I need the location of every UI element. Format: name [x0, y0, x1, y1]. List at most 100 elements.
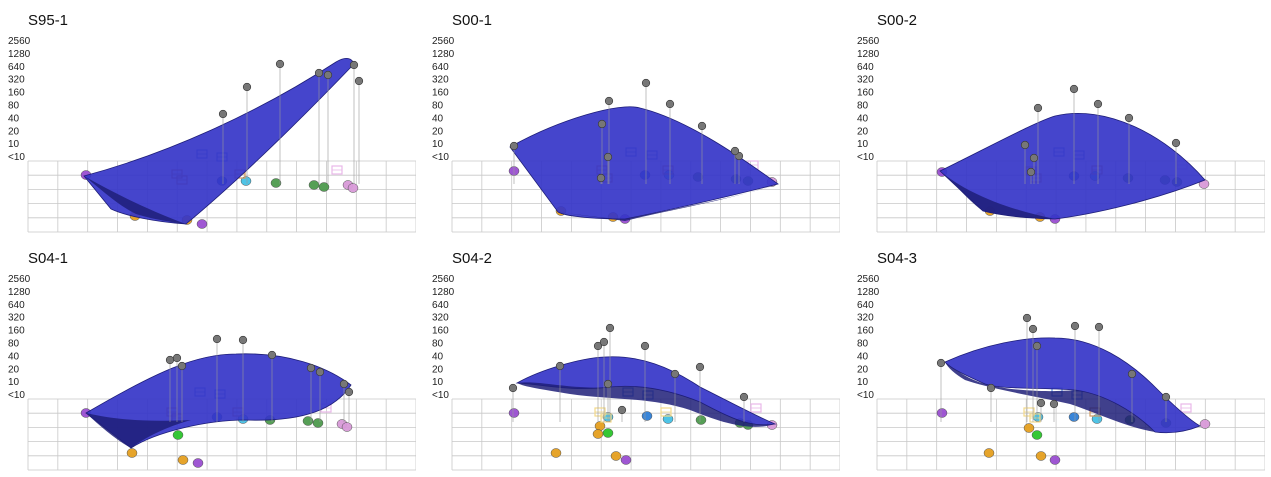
titer-point — [597, 119, 607, 129]
strain-marker — [1031, 430, 1043, 440]
z-tick-label: 40 — [8, 113, 20, 124]
titer-point — [339, 379, 349, 389]
titer-point — [599, 337, 609, 347]
z-tick-label: 10 — [8, 139, 20, 150]
z-tick-label: 320 — [8, 313, 25, 324]
strain-marker — [126, 448, 138, 458]
z-tick-label: 1280 — [8, 49, 31, 60]
antigenic-surface — [944, 337, 1201, 434]
z-tick-label: 320 — [432, 75, 449, 86]
z-tick-label: 2560 — [857, 36, 880, 47]
panel-title: S00-1 — [452, 12, 493, 29]
strain-marker — [270, 178, 282, 188]
titer-points — [936, 313, 1171, 422]
titer-point — [986, 383, 996, 393]
panel-title: S04-3 — [877, 250, 918, 267]
titer-point — [1070, 321, 1080, 331]
titer-point — [344, 387, 354, 397]
z-tick-label: 160 — [8, 88, 25, 99]
z-tick-label: 20 — [857, 364, 869, 375]
titer-point — [1028, 324, 1038, 334]
titer-point — [242, 82, 252, 92]
titer-point — [1127, 369, 1137, 379]
titer-point — [275, 59, 285, 69]
titer-points — [1020, 84, 1181, 184]
titer-point — [697, 121, 707, 131]
titer-point — [267, 350, 277, 360]
surface-underside — [945, 362, 1155, 432]
titer-point — [508, 383, 518, 393]
z-tick-label: 640 — [857, 62, 874, 73]
strain-marker — [177, 455, 189, 465]
z-tick-label: 320 — [8, 75, 25, 86]
titer-point — [1026, 167, 1036, 177]
titer-point — [1161, 392, 1171, 402]
titer-point — [314, 68, 324, 78]
surface-top — [944, 337, 1201, 434]
strain-marker — [1199, 419, 1211, 429]
strain-marker — [592, 429, 604, 439]
panel-s04-2: 2560 1280 640 320 160 80 40 20 10 <10 S04-2 — [430, 242, 840, 474]
titer-point — [306, 363, 316, 373]
titer-point — [555, 361, 565, 371]
titer-point — [1124, 113, 1134, 123]
z-tick-label: 20 — [857, 126, 869, 137]
z-tick-label: 160 — [432, 88, 449, 99]
titer-point — [1093, 99, 1103, 109]
titer-point — [323, 70, 333, 80]
strain-marker — [192, 458, 204, 468]
antigenic-surface — [83, 58, 355, 225]
strain-marker — [594, 421, 606, 431]
strain-marker — [936, 408, 948, 418]
z-tick-label: 20 — [8, 126, 20, 137]
titer-point — [665, 99, 675, 109]
titer-point — [603, 152, 613, 162]
z-tick-label: 10 — [857, 139, 869, 150]
z-tick-label: 2560 — [432, 274, 455, 285]
z-tick-label: 160 — [857, 326, 874, 337]
titer-point — [695, 362, 705, 372]
strain-marker — [308, 180, 320, 190]
z-tick-label: 40 — [432, 351, 444, 362]
strain-marker — [1035, 451, 1047, 461]
z-tick-label: <10 — [432, 390, 449, 401]
z-tick-label: <10 — [857, 390, 874, 401]
z-tick-label: 1280 — [8, 287, 31, 298]
strain-marker — [662, 414, 674, 424]
strain-marker — [695, 415, 707, 425]
z-tick-label: 80 — [857, 101, 869, 112]
titer-point — [349, 60, 359, 70]
strain-marker — [641, 411, 653, 421]
panel-s00-2: 2560 1280 640 320 160 80 40 20 10 <10 S00-2 — [855, 4, 1265, 236]
z-tick-label: 2560 — [432, 36, 455, 47]
z-tick-label: 80 — [857, 339, 869, 350]
z-tick-label: 160 — [857, 88, 874, 99]
titer-point — [1033, 103, 1043, 113]
titer-points — [165, 334, 354, 422]
titer-point — [354, 76, 364, 86]
strain-marker — [312, 418, 324, 428]
titer-point — [1069, 84, 1079, 94]
z-tick-label: 2560 — [8, 36, 31, 47]
z-tick-label: 40 — [432, 113, 444, 124]
strain-marker — [302, 416, 314, 426]
surface-top — [509, 106, 779, 220]
titer-point — [172, 353, 182, 363]
panel-title: S04-2 — [452, 250, 493, 267]
z-tick-label: 1280 — [857, 49, 880, 60]
floor-grid — [876, 398, 1265, 471]
z-tick-label: 640 — [8, 62, 25, 73]
z-tick-label: <10 — [8, 390, 25, 401]
z-tick-label: 1280 — [857, 287, 880, 298]
strain-marker — [550, 448, 562, 458]
floor-markers — [936, 408, 1211, 465]
titer-point — [1094, 322, 1104, 332]
strain-marker — [610, 451, 622, 461]
z-tick-label: 1280 — [432, 287, 455, 298]
